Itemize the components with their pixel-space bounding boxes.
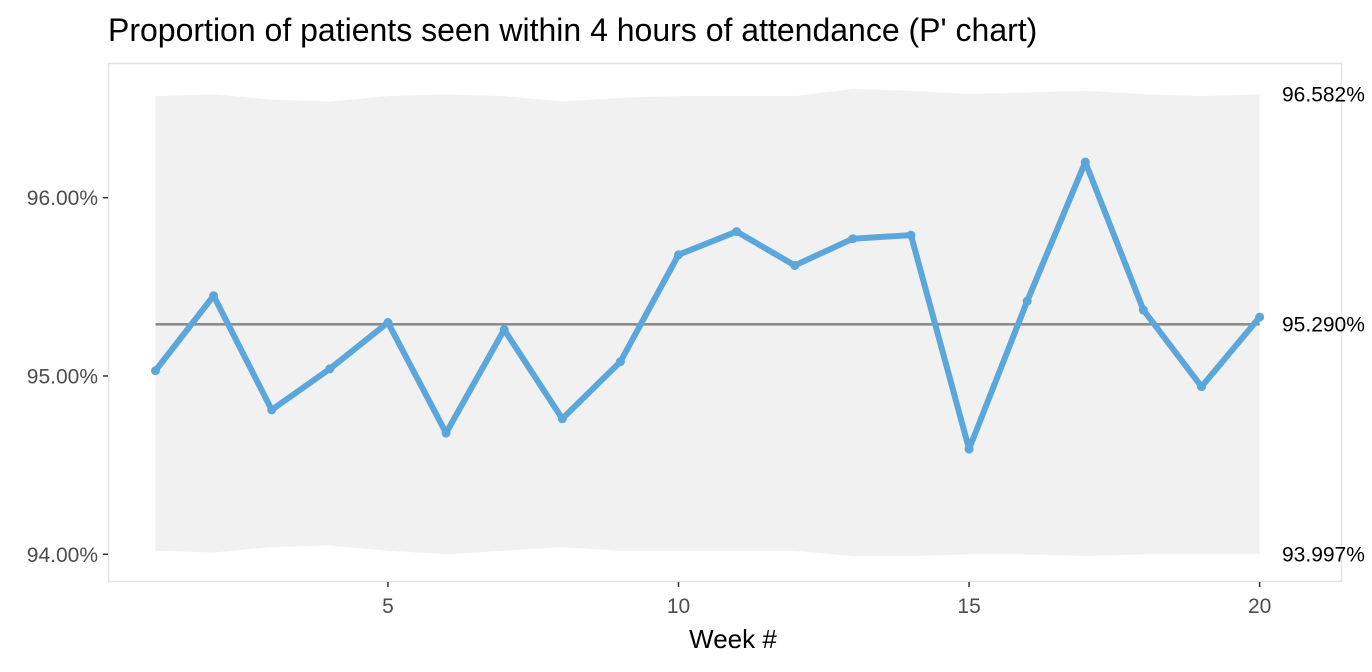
- data-point: [499, 325, 509, 335]
- lower-limit-label: 93.997%: [1282, 543, 1365, 566]
- data-point: [1138, 305, 1148, 315]
- x-tick-label: 10: [667, 595, 690, 618]
- upper-limit-label: 96.582%: [1282, 83, 1365, 106]
- data-point: [674, 250, 684, 260]
- data-point: [209, 291, 219, 301]
- data-point: [790, 260, 800, 270]
- x-axis: 5 10 15 20: [382, 582, 1271, 618]
- data-point: [964, 444, 974, 454]
- y-tick-label: 95.00%: [27, 365, 98, 388]
- data-point: [732, 227, 742, 237]
- y-axis: 94.00% 95.00% 96.00%: [27, 187, 108, 567]
- control-limit-band: [155, 88, 1260, 557]
- series-line: [152, 159, 1263, 453]
- control-band-area: [155, 88, 1260, 557]
- y-tick-label: 94.00%: [27, 544, 98, 567]
- data-point: [325, 364, 335, 374]
- data-point: [1022, 296, 1032, 306]
- data-point: [150, 366, 160, 376]
- side-label-layer: 96.582% 95.290% 93.997%: [1282, 83, 1365, 566]
- y-tick-label: 96.00%: [27, 187, 98, 210]
- series-layer: [150, 157, 1265, 454]
- data-point: [906, 230, 916, 240]
- data-point: [1255, 312, 1265, 322]
- x-tick-label: 5: [382, 595, 394, 618]
- data-point: [557, 414, 567, 424]
- data-point: [383, 318, 393, 327]
- data-point: [267, 405, 277, 415]
- x-axis-title: Week #: [689, 624, 777, 654]
- center-line-label: 95.290%: [1282, 313, 1365, 336]
- data-point: [848, 234, 858, 244]
- x-tick-label: 15: [957, 595, 980, 618]
- data-point: [1080, 157, 1090, 167]
- chart-title: Proportion of patients seen within 4 hou…: [108, 12, 1037, 48]
- data-point: [441, 428, 451, 438]
- x-tick-label: 20: [1248, 595, 1271, 618]
- data-point: [615, 357, 625, 367]
- data-point: [1197, 382, 1207, 392]
